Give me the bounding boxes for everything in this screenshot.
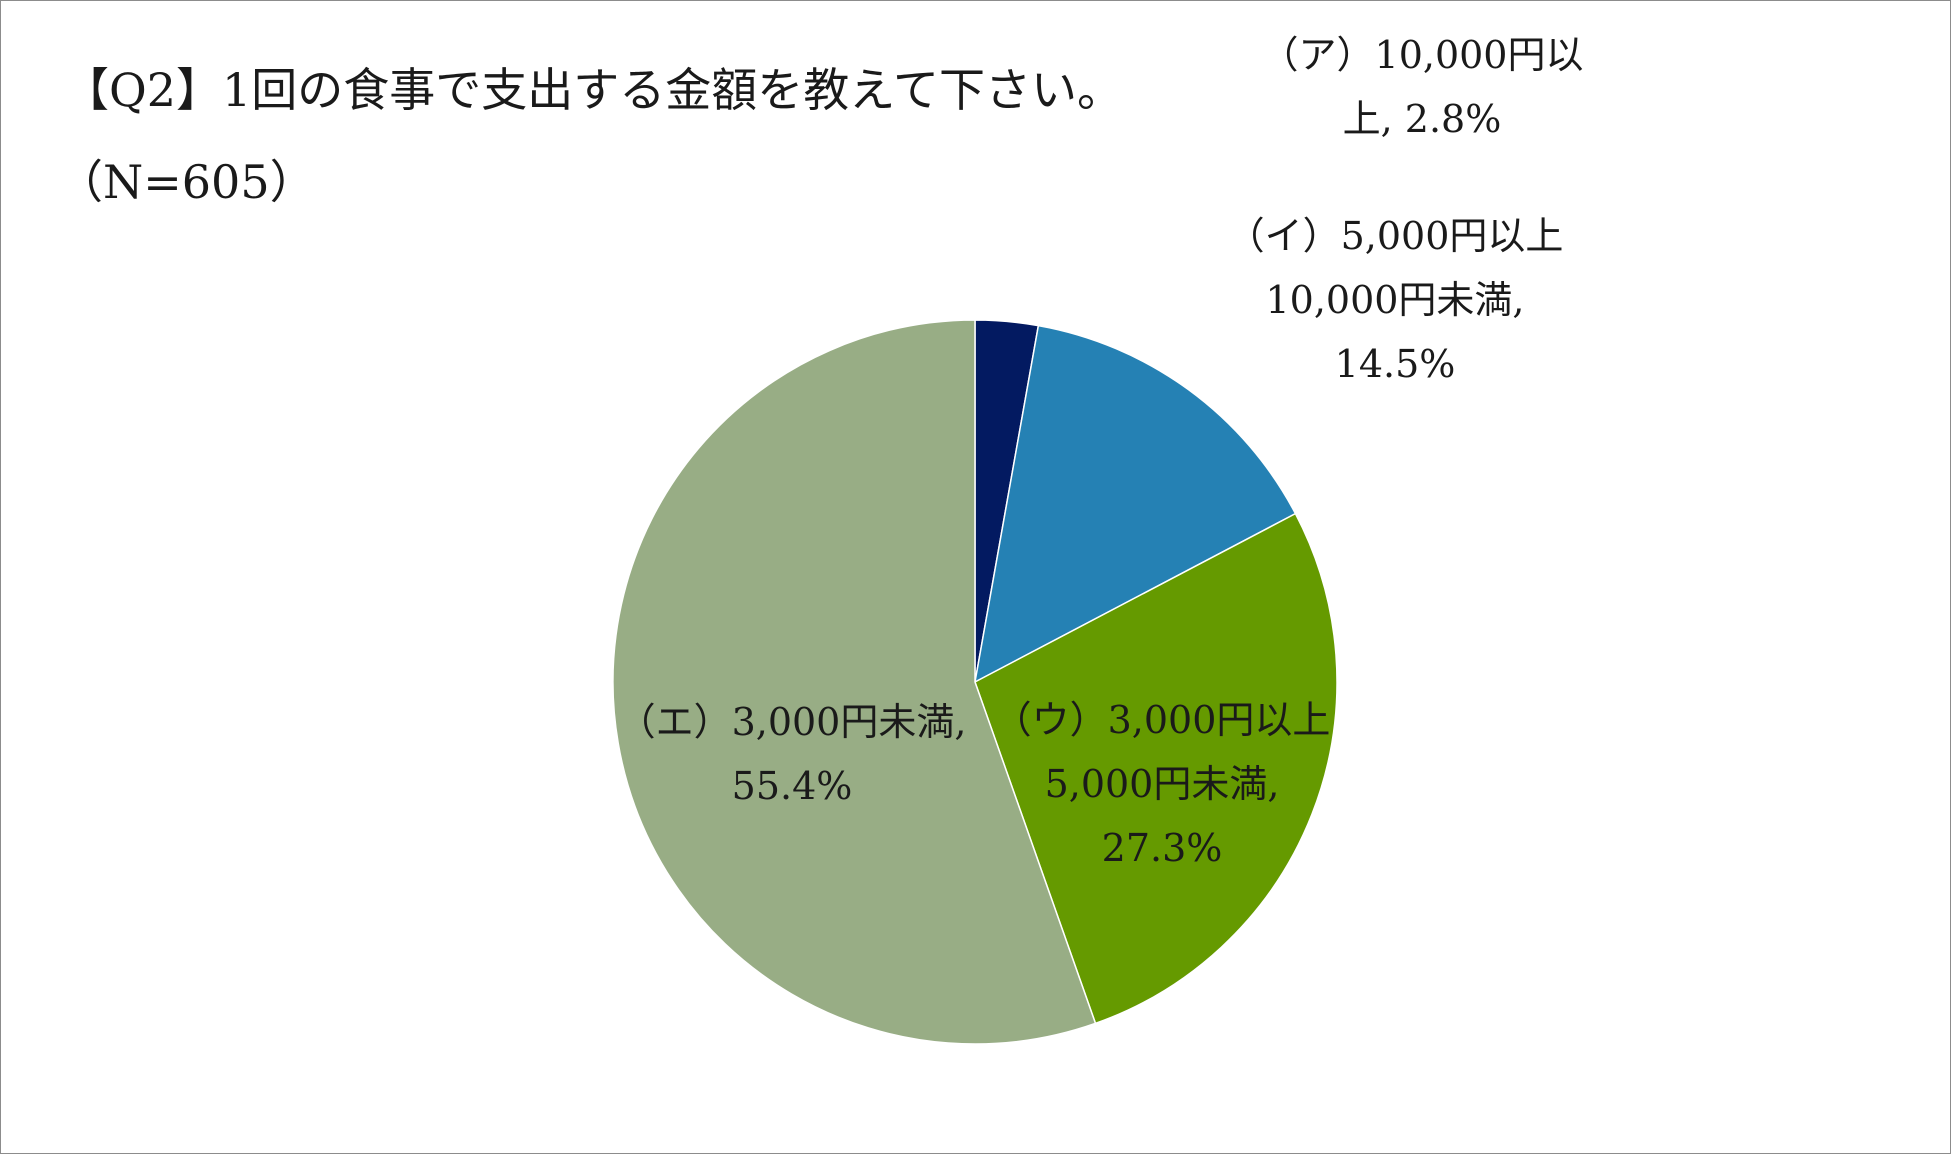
data-label-4: （エ）3,000円未満, 55.4% — [618, 700, 967, 808]
pie-slice-2 — [973, 324, 1297, 684]
data-label-2-line-2: 10,000円未満, — [1265, 278, 1524, 322]
pie-slice-4 — [612, 319, 1097, 1045]
data-label-4-line-1: （エ）3,000円未満, — [618, 700, 967, 744]
data-label-3-line-1: （ウ）3,000円以上 — [994, 698, 1331, 742]
data-label-2-line-1: （イ）5,000円以上 — [1227, 214, 1564, 258]
pie-slice-3 — [974, 512, 1338, 1025]
chart-title: 【Q2】1回の食事で支出する金額を教えて下さい。 — [63, 63, 1123, 117]
data-label-2: （イ）5,000円以上 10,000円未満, 14.5% — [1227, 214, 1564, 386]
data-label-1-line-1: （ア）10,000円以 — [1261, 33, 1584, 77]
pie-data-labels: （ア）10,000円以上, 2.8% （イ）5,000円以上 10,000円未満, 1… — [618, 33, 1584, 870]
data-label-4-line-2: 55.4% — [732, 764, 853, 808]
data-label-3-line-2: 5,000円未満, — [1045, 762, 1280, 806]
chart-subtitle: （N=605） — [57, 155, 316, 209]
data-label-3-line-3: 27.3% — [1102, 826, 1223, 870]
data-label-1: （ア）10,000円以上, 2.8% — [1261, 33, 1584, 141]
data-label-3: （ウ）3,000円以上 5,000円未満, 27.3% — [994, 698, 1331, 870]
data-label-2-line-3: 14.5% — [1335, 342, 1456, 386]
data-label-1-line-2: 上, 2.8% — [1343, 97, 1502, 141]
pie-slices — [612, 319, 1338, 1045]
